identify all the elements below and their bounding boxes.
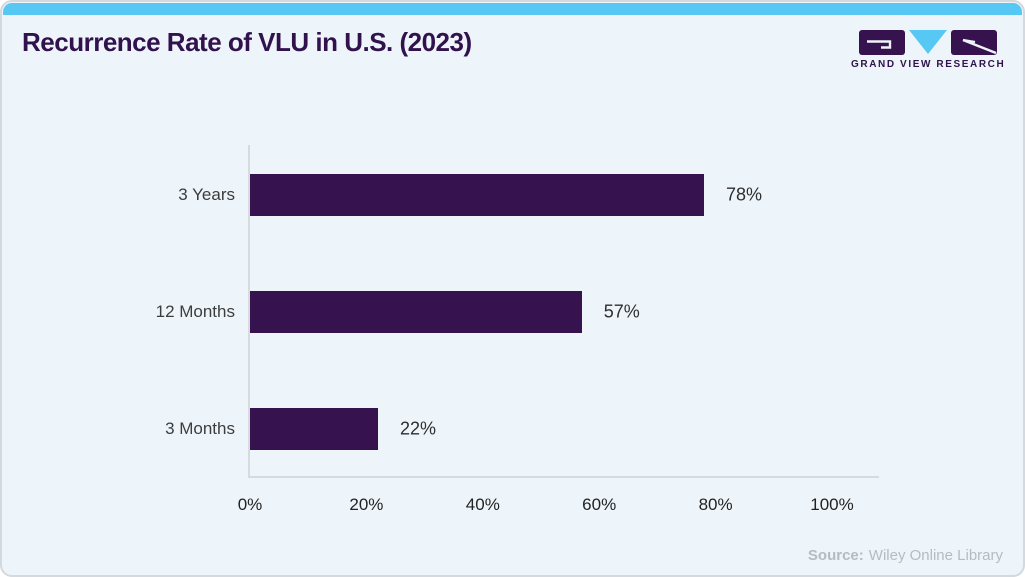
- gvr-logo-icon: [859, 30, 997, 55]
- bar: [250, 174, 704, 216]
- category-label: 3 Months: [165, 419, 235, 438]
- bar-value-label: 78%: [725, 184, 762, 205]
- x-tick-label: 20%: [349, 495, 384, 514]
- bar: [250, 291, 582, 333]
- page-title: Recurrence Rate of VLU in U.S. (2023): [22, 27, 472, 57]
- source-citation: Source: Wiley Online Library: [808, 547, 1003, 564]
- x-axis-line: [248, 476, 879, 478]
- x-tick-label: 80%: [698, 495, 733, 514]
- source-value: Wiley Online Library: [868, 547, 1003, 564]
- x-tick-label: 40%: [465, 495, 500, 514]
- category-label: 12 Months: [155, 302, 235, 321]
- x-tick-label: 100%: [810, 495, 854, 514]
- logo-text: GRAND VIEW RESEARCH: [851, 59, 1006, 70]
- grand-view-research-logo: GRAND VIEW RESEARCH: [851, 28, 1006, 70]
- bar: [250, 408, 379, 450]
- x-tick-label: 0%: [237, 495, 263, 514]
- bar-value-label: 57%: [603, 301, 640, 322]
- category-label: 3 Years: [178, 185, 235, 204]
- y-axis-line: [248, 145, 250, 477]
- bar-value-label: 22%: [400, 418, 437, 439]
- top-accent-bar: [3, 3, 1022, 15]
- source-label: Source:: [807, 547, 864, 564]
- x-tick-label: 60%: [582, 495, 617, 514]
